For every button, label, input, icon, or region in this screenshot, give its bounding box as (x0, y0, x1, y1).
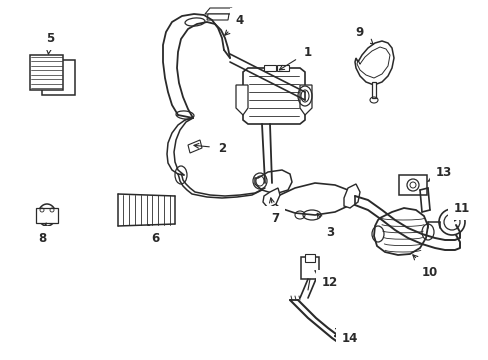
Polygon shape (236, 85, 247, 115)
Polygon shape (30, 55, 63, 90)
Text: 4: 4 (224, 14, 244, 35)
Polygon shape (271, 183, 351, 215)
Bar (301, 257, 318, 279)
Polygon shape (187, 140, 202, 153)
Text: 3: 3 (317, 213, 333, 239)
Text: 7: 7 (269, 198, 279, 225)
Text: 9: 9 (355, 26, 372, 44)
Text: 10: 10 (412, 255, 437, 279)
Text: 11: 11 (453, 202, 469, 221)
Polygon shape (204, 8, 231, 14)
Bar (398, 175, 426, 195)
Text: 1: 1 (279, 45, 311, 70)
Polygon shape (206, 14, 228, 20)
Polygon shape (42, 60, 75, 95)
Polygon shape (354, 41, 393, 85)
Text: 13: 13 (427, 166, 451, 181)
Text: 6: 6 (148, 225, 159, 244)
Text: 5: 5 (46, 32, 54, 54)
Text: 14: 14 (335, 328, 357, 345)
Polygon shape (373, 208, 427, 255)
Text: 2: 2 (194, 141, 225, 154)
Text: 12: 12 (314, 271, 337, 288)
Polygon shape (36, 208, 58, 223)
Polygon shape (254, 170, 291, 194)
Polygon shape (263, 188, 280, 208)
Polygon shape (343, 184, 359, 208)
Polygon shape (299, 85, 311, 115)
Bar (264, 65, 275, 71)
Bar (305, 254, 314, 262)
Text: 8: 8 (38, 223, 47, 244)
Polygon shape (371, 82, 375, 98)
Bar (276, 65, 288, 71)
Polygon shape (243, 68, 305, 124)
